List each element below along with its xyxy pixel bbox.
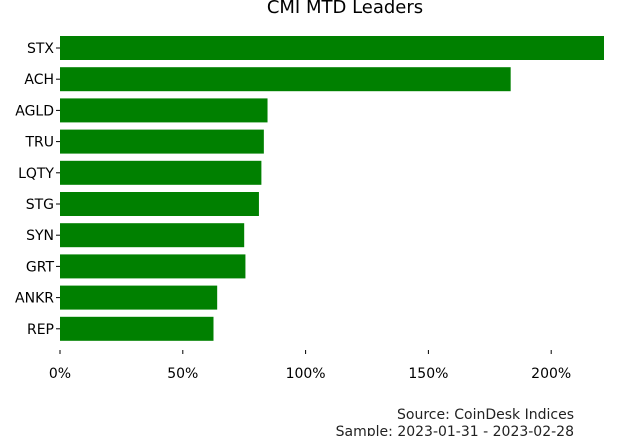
y-tick-label-grt: GRT bbox=[26, 259, 55, 275]
y-tick-label-ach: ACH bbox=[24, 72, 54, 88]
x-tick-label: 0% bbox=[49, 366, 71, 382]
bar-lqty bbox=[60, 160, 262, 185]
x-tick-label: 100% bbox=[286, 366, 326, 382]
bar-stg bbox=[60, 192, 259, 216]
y-tick-label-syn: SYN bbox=[26, 228, 54, 244]
y-tick-label-tru: TRU bbox=[24, 135, 54, 151]
bar-tru bbox=[60, 129, 264, 154]
bar-agld bbox=[60, 98, 268, 123]
x-axis: 0% 50% 100% 150% 200% bbox=[49, 350, 571, 382]
y-tick-label-stx: STX bbox=[27, 41, 54, 57]
bar-syn bbox=[60, 223, 245, 248]
bar-ach bbox=[60, 67, 511, 92]
y-axis-labels: STX ACH AGLD TRU LQTY STG SYN GRT ANKR REP bbox=[15, 41, 60, 338]
bar-ankr bbox=[60, 285, 218, 310]
y-tick-label-agld: AGLD bbox=[15, 103, 54, 119]
y-tick-label-rep: REP bbox=[27, 322, 54, 338]
sample-note: Sample: 2023-01-31 - 2023-02-28 bbox=[335, 424, 574, 436]
x-tick-label: 150% bbox=[408, 366, 448, 382]
source-note: Source: CoinDesk Indices bbox=[397, 407, 574, 423]
bars-group bbox=[60, 36, 604, 341]
chart-title: CMI MTD Leaders bbox=[267, 0, 423, 18]
x-tick-label: 200% bbox=[531, 366, 571, 382]
bar-grt bbox=[60, 254, 246, 279]
y-tick-label-stg: STG bbox=[26, 197, 54, 213]
x-tick-label: 50% bbox=[167, 366, 198, 382]
y-tick-label-lqty: LQTY bbox=[18, 166, 54, 182]
bar-rep bbox=[60, 316, 214, 341]
y-tick-label-ankr: ANKR bbox=[15, 291, 54, 307]
bar-stx bbox=[60, 36, 604, 60]
